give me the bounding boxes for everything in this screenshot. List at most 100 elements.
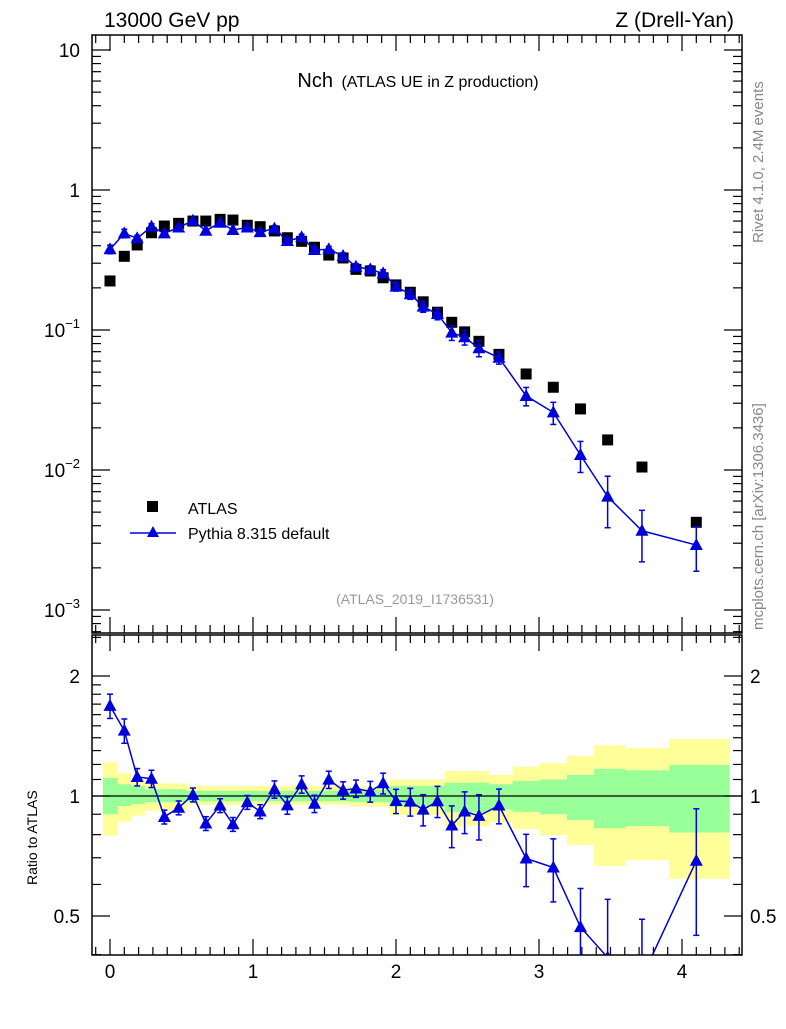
x-tick-label: 0 <box>105 962 116 983</box>
ratio-data-point <box>472 808 486 821</box>
ratio-data-point <box>186 787 200 800</box>
ratio-data-point <box>546 860 560 873</box>
green-band-bin <box>594 768 626 829</box>
y-tick-label-exponent: −3 <box>65 596 80 611</box>
atlas-data-point <box>118 250 130 262</box>
y-tick-label-base: 10 <box>44 601 65 622</box>
atlas-data-point <box>636 461 648 473</box>
x-tick-label: 1 <box>248 962 259 983</box>
ratio-data-point <box>519 851 533 864</box>
y-tick-label: 10−3 <box>44 596 80 622</box>
legend-mc-label: Pythia 8.315 default <box>188 526 330 543</box>
legend-atlas-marker <box>147 501 158 512</box>
ratio-data-point <box>376 776 390 789</box>
mc-data-point <box>213 215 227 228</box>
ratio-plot-marks <box>103 693 703 983</box>
atlas-data-point <box>200 215 212 227</box>
ratio-y-axis-label: Ratio to ATLAS <box>24 790 40 885</box>
ratio-data-point <box>573 920 587 933</box>
atlas-data-point <box>323 249 335 261</box>
mc-data-point <box>199 223 213 236</box>
mc-data-point <box>336 248 350 261</box>
ratio-y-tick-label-right: 1 <box>750 787 761 808</box>
y-tick-label: 1 <box>69 181 80 202</box>
mc-data-point <box>307 242 321 255</box>
mc-data-point <box>349 259 363 272</box>
mc-data-point <box>403 287 417 300</box>
mc-data-point <box>389 279 403 292</box>
ratio-data-point <box>117 723 131 736</box>
ratio-data-point <box>363 784 377 797</box>
mc-data-point <box>226 222 240 235</box>
ratio-data-point <box>267 782 281 795</box>
green-band-bin <box>444 782 459 813</box>
legend-atlas-label: ATLAS <box>188 501 238 518</box>
green-band-bin <box>669 765 730 833</box>
plot-title-description: (ATLAS UE in Z production) <box>341 74 538 91</box>
mc-data-point <box>322 242 336 255</box>
ratio-data-point <box>280 798 294 811</box>
main-plot-marks <box>103 213 703 572</box>
mc-data-point <box>130 231 144 244</box>
mc-data-point <box>445 325 459 338</box>
ratio-data-point <box>349 781 363 794</box>
mc-data-point <box>430 307 444 320</box>
y-tick-label-base: 10 <box>59 41 80 62</box>
mc-data-point <box>573 447 587 460</box>
ratio-y-tick-label-left: 0.5 <box>54 907 80 928</box>
x-tick-label: 3 <box>534 962 545 983</box>
atlas-data-point <box>227 214 239 226</box>
ratio-data-point <box>336 783 350 796</box>
ratio-data-point <box>403 794 417 807</box>
mc-data-point <box>546 405 560 418</box>
green-band-bin <box>130 785 145 804</box>
ratio-data-point <box>213 798 227 811</box>
mc-data-point <box>186 213 200 226</box>
y-tick-label-exponent: −1 <box>65 316 80 331</box>
ratio-data-point <box>445 818 459 831</box>
atlas-data-point <box>145 227 157 239</box>
ratio-data-point <box>144 771 158 784</box>
ratio-data-point <box>492 798 506 811</box>
mc-data-point <box>144 219 158 232</box>
y-tick-label: 10 <box>59 41 80 62</box>
mc-data-point <box>492 350 506 363</box>
mc-data-point <box>267 221 281 234</box>
mc-data-point <box>295 230 309 243</box>
mc-data-point <box>416 299 430 312</box>
ratio-data-point <box>416 802 430 815</box>
mc-data-point <box>689 538 703 551</box>
ratio-data-point <box>635 971 648 983</box>
ratio-data-point <box>689 853 703 866</box>
green-band-bin <box>539 779 568 815</box>
y-tick-label-base: 10 <box>44 461 65 482</box>
green-band-bin <box>624 770 670 827</box>
mc-data-point <box>363 262 377 275</box>
green-band-bin <box>471 782 490 813</box>
ratio-data-point <box>430 794 444 807</box>
plot-title-observable: Nch <box>297 70 333 92</box>
mc-data-point <box>280 234 294 247</box>
y-tick-label-exponent: −2 <box>65 456 80 471</box>
mc-data-point <box>240 220 254 233</box>
ratio-data-point <box>458 804 472 817</box>
ratio-data-point <box>199 816 213 829</box>
atlas-data-point <box>602 434 614 446</box>
ratio-y-tick-label-left: 1 <box>69 787 80 808</box>
atlas-data-point <box>690 516 702 528</box>
ratio-data-point <box>130 769 144 782</box>
ratio-data-point <box>172 800 186 813</box>
legend: ATLAS Pythia 8.315 default <box>130 501 330 543</box>
mc-data-point <box>172 220 186 233</box>
atlas-data-point <box>574 403 586 415</box>
green-band-bin <box>566 774 595 821</box>
ratio-y-tick-label-right: 0.5 <box>750 907 776 928</box>
mc-data-point <box>458 330 472 343</box>
legend-mc-marker <box>147 526 159 537</box>
atlas-data-point <box>131 239 143 251</box>
main-plot-frame <box>91 34 743 634</box>
atlas-data-point <box>520 368 532 380</box>
ratio-data-point <box>322 772 336 785</box>
y-tick-label: 10−1 <box>44 316 80 342</box>
mc-data-point <box>635 523 649 536</box>
